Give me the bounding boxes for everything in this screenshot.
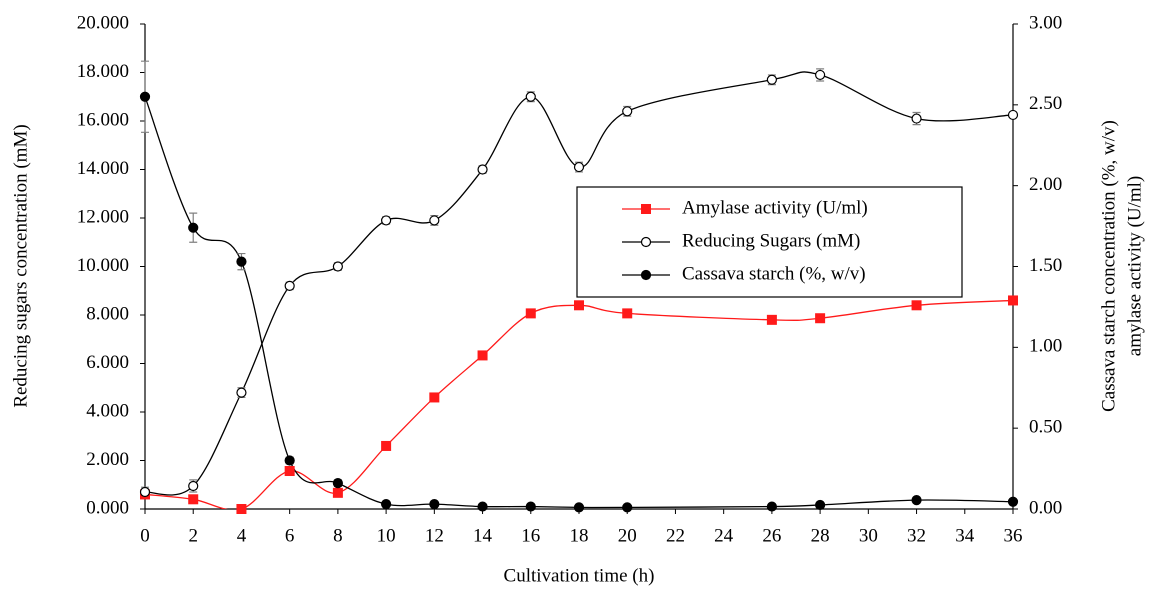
x-tick-label: 24 [714,525,734,546]
marker [816,70,825,79]
y2-tick-label: 2.50 [1029,93,1062,114]
x-axis-title: Cultivation time (h) [504,565,655,586]
marker [285,456,294,465]
y2-tick-label: 2.00 [1029,174,1062,195]
legend-label: Reducing Sugars (mM) [682,230,860,251]
marker [189,223,198,232]
marker [575,163,584,172]
x-tick-label: 16 [521,525,540,546]
x-tick-label: 12 [425,525,444,546]
marker [767,502,776,511]
marker [623,503,632,512]
legend-label: Cassava starch (%, w/v) [682,263,866,284]
marker [381,441,391,451]
y-tick-label: 20.000 [77,12,129,33]
marker [912,114,921,123]
marker [478,350,488,360]
marker [237,257,246,266]
marker [382,216,391,225]
x-tick-label: 36 [1004,525,1023,546]
marker [1008,295,1018,305]
y2-tick-label: 3.00 [1029,12,1062,33]
marker [526,502,535,511]
marker [333,262,342,271]
marker [188,494,198,504]
x-tick-label: 30 [859,525,878,546]
y2-tick-label: 1.00 [1029,336,1062,357]
y-tick-label: 10.000 [77,255,129,276]
marker [333,479,342,488]
y-axis-title: Reducing sugars concentration (mM) [10,124,31,407]
x-tick-label: 22 [666,525,685,546]
series-line [145,300,1013,510]
marker [767,75,776,84]
marker [642,238,651,247]
x-tick-label: 20 [618,525,637,546]
y2-axis-title: Cassava starch concentration (%, w/v) [1098,120,1119,412]
x-tick-label: 6 [285,525,295,546]
marker [912,496,921,505]
marker [526,92,535,101]
marker [430,500,439,509]
x-tick-label: 8 [333,525,343,546]
chart: Cultivation time (h) Reducing sugars con… [0,0,1158,590]
x-tick-label: 4 [237,525,247,546]
y-tick-label: 2.000 [86,449,129,470]
x-tick-label: 14 [473,525,493,546]
marker [382,500,391,509]
marker [189,481,198,490]
marker [141,488,150,497]
marker [478,165,487,174]
marker [623,107,632,116]
marker [1009,110,1018,119]
x-tick-label: 26 [762,525,781,546]
y2-tick-label: 1.50 [1029,255,1062,276]
y-tick-label: 14.000 [77,158,129,179]
marker [285,281,294,290]
marker [141,92,150,101]
x-tick-label: 2 [188,525,198,546]
x-tick-label: 28 [811,525,830,546]
y-tick-label: 4.000 [86,400,129,421]
x-tick-label: 18 [570,525,589,546]
x-tick-label: 10 [377,525,396,546]
marker [237,388,246,397]
marker [816,500,825,509]
marker [236,504,246,514]
marker [1009,497,1018,506]
y-tick-label: 12.000 [77,206,129,227]
y2-tick-label: 0.50 [1029,417,1062,438]
x-tick-label: 32 [907,525,926,546]
y-tick-label: 6.000 [86,352,129,373]
marker [815,313,825,323]
y2-tick-label: 0.00 [1029,497,1062,518]
marker [333,488,343,498]
legend-label: Amylase activity (U/ml) [682,197,868,218]
marker [285,466,295,476]
marker [912,300,922,310]
marker [526,308,536,318]
marker [642,271,651,280]
y-tick-label: 18.000 [77,61,129,82]
marker [622,308,632,318]
x-tick-label: 34 [955,525,975,546]
y2-axis-title: amylase activity (U/ml) [1124,176,1145,356]
marker [767,315,777,325]
marker [641,204,651,214]
x-tick-label: 0 [140,525,150,546]
marker [430,216,439,225]
marker [574,300,584,310]
marker [478,502,487,511]
marker [429,392,439,402]
marker [575,503,584,512]
y-tick-label: 8.000 [86,303,129,324]
y-tick-label: 16.000 [77,109,129,130]
y-tick-label: 0.000 [86,497,129,518]
